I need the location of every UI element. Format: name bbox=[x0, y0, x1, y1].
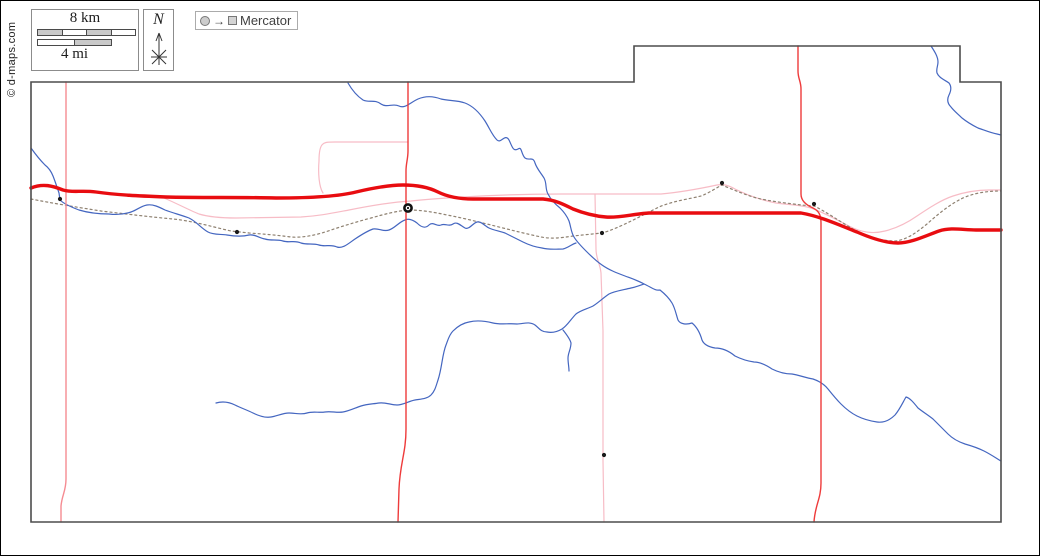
minor-road-path bbox=[163, 184, 1002, 234]
arrow-right-icon: → bbox=[213, 13, 225, 28]
river-path bbox=[215, 283, 645, 418]
compass: N bbox=[143, 9, 174, 71]
road-light-path bbox=[60, 81, 67, 523]
minor-road-path bbox=[594, 193, 605, 523]
river-path bbox=[347, 82, 645, 285]
river-path bbox=[643, 283, 1002, 462]
town-dot bbox=[57, 196, 63, 202]
river-path bbox=[562, 329, 572, 372]
scale-bar: 8 km 4 mi bbox=[31, 9, 139, 71]
river-path bbox=[30, 147, 577, 250]
square-icon bbox=[228, 16, 237, 25]
town-dot bbox=[811, 201, 817, 207]
highway-path bbox=[29, 183, 1003, 245]
north-label: N bbox=[153, 11, 164, 28]
river-path bbox=[930, 45, 1002, 136]
town-dot bbox=[719, 180, 725, 186]
scale-mi-label: 4 mi bbox=[60, 46, 89, 62]
minor-road-path bbox=[318, 141, 409, 194]
town-dot bbox=[601, 452, 607, 458]
scale-km-bar bbox=[37, 29, 136, 36]
county-boundary bbox=[30, 45, 1002, 523]
projection-legend: → Mercator bbox=[195, 11, 299, 30]
road-path bbox=[797, 45, 822, 523]
town-dot bbox=[234, 229, 240, 235]
circle-icon bbox=[200, 15, 210, 26]
north-arrow-icon bbox=[150, 32, 167, 65]
projection-label: Mercator bbox=[240, 13, 292, 28]
scale-mi-bar bbox=[37, 39, 112, 46]
road-path bbox=[397, 81, 409, 523]
watermark: © d-maps.com bbox=[6, 21, 18, 97]
town-dot bbox=[599, 230, 605, 236]
scale-km-label: 8 km bbox=[69, 10, 101, 26]
county-seat-center-dot bbox=[406, 206, 410, 210]
